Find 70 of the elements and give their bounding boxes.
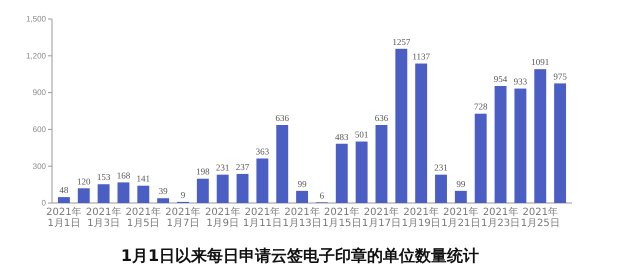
data-label: 501 [354, 130, 368, 140]
bar [336, 144, 348, 203]
bar [494, 86, 507, 203]
data-label: 231 [434, 162, 448, 173]
bar [356, 142, 368, 203]
data-label: 99 [456, 178, 466, 189]
data-label: 1091 [531, 57, 550, 68]
bar [256, 158, 268, 203]
bar [474, 114, 487, 203]
bar [554, 83, 566, 203]
data-label: 39 [158, 186, 168, 196]
data-label: 198 [196, 166, 210, 177]
data-label: 954 [494, 74, 508, 84]
bar [157, 198, 170, 203]
x-tick-label: 2021年1月25日 [520, 206, 560, 229]
data-label: 975 [553, 71, 568, 82]
y-tick-label: 1,200 [26, 51, 47, 60]
bar [296, 190, 308, 203]
data-label: 728 [474, 102, 488, 112]
x-tick-label: 2021年1月11日 [242, 206, 282, 229]
text: 1月1日以来每日申请云签电子印章的单位数量统计 [120, 246, 480, 265]
y-tick-label: 1,500 [26, 14, 47, 24]
data-label: 9 [180, 190, 186, 200]
data-label: 231 [216, 162, 230, 173]
data-label: 483 [335, 132, 350, 142]
x-tick-label: 2021年1月23日 [481, 206, 520, 229]
bar [216, 174, 229, 203]
data-label: 363 [256, 146, 270, 156]
bar [514, 88, 526, 203]
bar [236, 174, 248, 203]
data-label: 48 [59, 185, 69, 196]
y-tick-label: 0 [42, 198, 47, 208]
y-tick-label: 300 [32, 162, 47, 171]
x-tick-label: 2021年1月13日 [282, 206, 322, 229]
data-label: 237 [236, 162, 250, 172]
data-label: 933 [514, 76, 528, 87]
y-tick-label: 900 [32, 88, 47, 98]
data-label: 636 [275, 112, 290, 123]
y-tick-label: 600 [32, 124, 47, 134]
data-label: 636 [374, 112, 389, 123]
data-label: 153 [96, 172, 111, 182]
bar [276, 124, 288, 203]
x-tick-label: 2021年1月7日 [165, 206, 201, 229]
x-tick-label: 2021年1月19日 [402, 206, 441, 229]
data-label: 6 [320, 190, 325, 200]
data-label: 99 [298, 178, 308, 189]
bar [98, 184, 110, 203]
data-label: 1137 [412, 52, 430, 62]
x-tick-label: 2021年1月15日 [322, 206, 362, 229]
x-tick-label: 2021年1月9日 [204, 206, 240, 229]
bar [415, 64, 428, 203]
bar [395, 48, 408, 203]
data-label: 1257 [392, 36, 411, 47]
bar [58, 197, 70, 203]
data-label: 168 [116, 170, 131, 180]
data-label: 141 [136, 174, 150, 184]
x-tick-label: 2021年1月21日 [441, 206, 480, 229]
bar [534, 69, 546, 203]
x-tick-label: 2021年1月17日 [362, 206, 402, 229]
x-tick-label: 2021年1月5日 [126, 206, 162, 229]
bar [196, 178, 209, 203]
data-label: 120 [77, 176, 92, 186]
x-tick-label: 2021年1月1日 [46, 206, 82, 229]
bar [435, 174, 447, 203]
bar [137, 186, 150, 203]
x-tick-label: 2021年1月3日 [86, 206, 122, 229]
bar [78, 188, 90, 203]
bar [454, 190, 467, 203]
bar [376, 124, 388, 203]
bar [117, 182, 130, 203]
